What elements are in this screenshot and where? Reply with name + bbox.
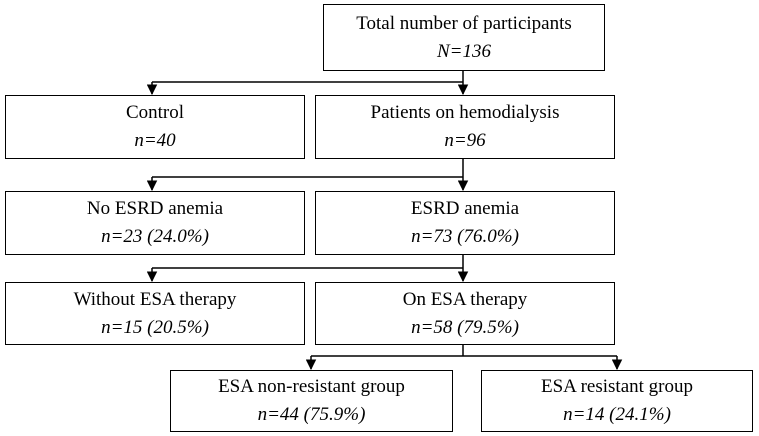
box-total-count: N=136 bbox=[437, 40, 491, 62]
box-esa-resistant-label: ESA resistant group bbox=[541, 376, 693, 397]
box-without-esa-count: n=15 (20.5%) bbox=[101, 316, 209, 338]
box-esa-resistant-count: n=14 (24.1%) bbox=[563, 404, 671, 425]
box-without-esa-therapy: Without ESA therapy n=15 (20.5%) bbox=[5, 282, 305, 345]
box-no-anemia-count: n=23 (24.0%) bbox=[101, 226, 209, 247]
box-esrd-anemia: ESRD anemia n=73 (76.0%) bbox=[315, 191, 615, 255]
box-control-count: n=40 bbox=[134, 130, 176, 151]
box-total-participants: Total number of participants N=136 bbox=[323, 4, 605, 71]
box-esa-non-resistant: ESA non-resistant group n=44 (75.9%) bbox=[170, 370, 453, 432]
box-anemia-count: n=73 (76.0%) bbox=[411, 226, 519, 247]
box-control-label: Control bbox=[125, 102, 185, 123]
box-on-esa-label: On ESA therapy bbox=[402, 288, 528, 310]
box-hemodialysis-label: Patients on hemodialysis bbox=[370, 102, 560, 123]
box-total-label: Total number of participants bbox=[356, 12, 572, 34]
box-esa-nonresistant-label: ESA non-resistant group bbox=[218, 376, 405, 397]
box-without-esa-label: Without ESA therapy bbox=[73, 288, 237, 310]
box-on-esa-therapy: On ESA therapy n=58 (79.5%) bbox=[315, 282, 615, 345]
box-hemodialysis-count: n=96 bbox=[444, 130, 486, 151]
box-anemia-label: ESRD anemia bbox=[410, 198, 520, 219]
box-control: Control n=40 bbox=[5, 95, 305, 159]
box-esa-resistant: ESA resistant group n=14 (24.1%) bbox=[481, 370, 753, 432]
box-no-anemia-label: No ESRD anemia bbox=[86, 198, 224, 219]
box-esa-nonresistant-count: n=44 (75.9%) bbox=[257, 404, 366, 425]
box-hemodialysis: Patients on hemodialysis n=96 bbox=[315, 95, 615, 159]
box-on-esa-count: n=58 (79.5%) bbox=[411, 316, 519, 338]
box-no-esrd-anemia: No ESRD anemia n=23 (24.0%) bbox=[5, 191, 305, 255]
